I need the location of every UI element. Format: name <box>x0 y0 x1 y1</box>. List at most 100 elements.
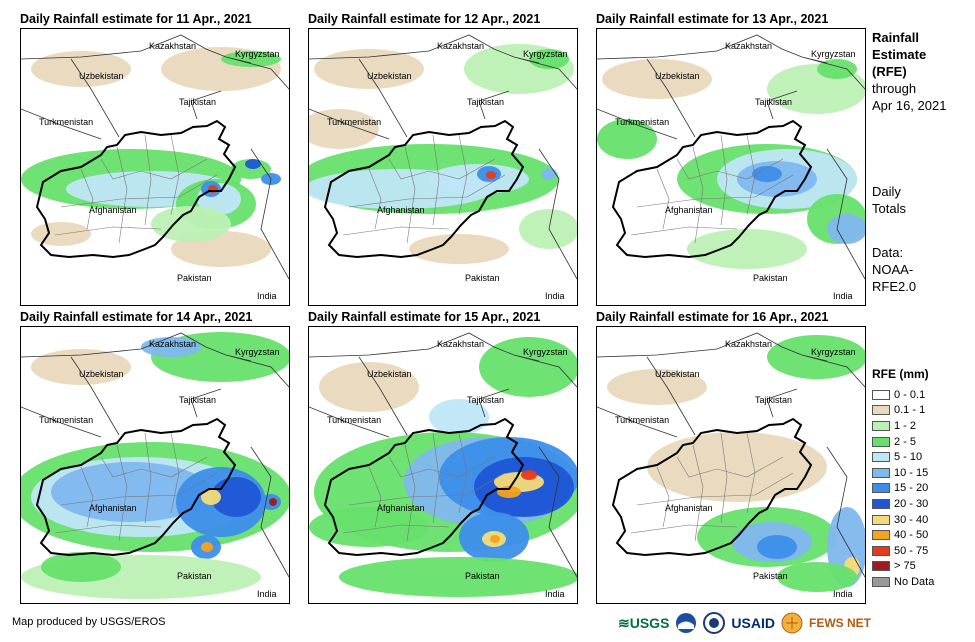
rainfall-field <box>541 168 557 180</box>
map-panel-12apr: Daily Rainfall estimate for 12 Apr., 202… <box>308 10 598 306</box>
legend-label: No Data <box>894 575 935 588</box>
rainfall-field <box>319 362 419 412</box>
place-label-afghanistan: Afghanistan <box>377 205 425 215</box>
legend-item: 0.1 - 1 <box>872 403 934 419</box>
rainfall-field <box>41 552 121 582</box>
country-borders <box>597 332 865 578</box>
place-label-india: India <box>833 291 853 301</box>
country-borders <box>597 34 865 280</box>
legend-item: 0 - 0.1 <box>872 387 934 403</box>
usaid-logo: USAID <box>731 615 775 631</box>
place-label-turkmenistan: Turkmenistan <box>615 415 670 425</box>
place-label-kyrgyzstan: Kyrgyzstan <box>235 49 280 59</box>
totals-note: Daily Totals <box>872 183 906 217</box>
rainfall-field <box>687 229 807 269</box>
map-panel-14apr: Daily Rainfall estimate for 14 Apr., 202… <box>20 308 310 604</box>
rainfall-field <box>429 164 529 194</box>
legend-item: No Data <box>872 574 934 590</box>
legend-swatch <box>872 452 890 463</box>
place-label-india: India <box>545 589 565 599</box>
totals-line: Daily <box>872 184 901 199</box>
panel-title: Daily Rainfall estimate for 15 Apr., 202… <box>308 310 541 324</box>
rainfall-field <box>597 119 657 159</box>
state-dept-seal-icon <box>703 612 726 634</box>
legend-swatch <box>872 514 890 525</box>
place-label-afghanistan: Afghanistan <box>89 503 137 513</box>
map-panel-16apr: Daily Rainfall estimate for 16 Apr., 202… <box>596 308 886 604</box>
rainfall-field <box>31 349 131 385</box>
place-label-tajikistan: Tajikistan <box>755 97 793 107</box>
legend-swatch <box>872 530 890 541</box>
rainfall-field <box>339 557 577 597</box>
rainfall-field <box>309 109 379 149</box>
rainfall-field <box>429 399 489 435</box>
place-label-tajikistan: Tajikistan <box>467 395 505 405</box>
credit-text: Map produced by USGS/EROS <box>12 616 166 628</box>
place-label-uzbekistan: Uzbekistan <box>79 369 124 379</box>
place-label-uzbekistan: Uzbekistan <box>367 369 412 379</box>
place-label-kyrgyzstan: Kyrgyzstan <box>811 49 856 59</box>
legend-item: > 75 <box>872 559 934 575</box>
place-label-pakistan: Pakistan <box>753 273 788 283</box>
country-borders <box>21 34 289 280</box>
legend-label: 1 - 2 <box>894 419 917 432</box>
rainfall-field <box>521 470 537 480</box>
place-label-pakistan: Pakistan <box>177 571 212 581</box>
place-label-pakistan: Pakistan <box>177 273 212 283</box>
legend-swatch <box>872 561 890 572</box>
rainfall-field <box>777 562 857 592</box>
place-label-turkmenistan: Turkmenistan <box>39 415 94 425</box>
place-label-kyrgyzstan: Kyrgyzstan <box>523 49 568 59</box>
map-panel-15apr: Daily Rainfall estimate for 15 Apr., 202… <box>308 308 598 604</box>
place-label-turkmenistan: Turkmenistan <box>327 117 382 127</box>
place-label-uzbekistan: Uzbekistan <box>367 71 412 81</box>
data-source-note: Data: NOAA- RFE2.0 <box>872 244 916 295</box>
afghanistan-border <box>35 119 237 259</box>
rainfall-map: Kazakhstan Kyrgyzstan Uzbekistan Tajikistan… <box>308 326 578 604</box>
place-label-afghanistan: Afghanistan <box>665 503 713 513</box>
country-borders <box>309 34 577 280</box>
panel-title: Daily Rainfall estimate for 16 Apr., 202… <box>596 310 829 324</box>
rainfall-field <box>827 214 865 244</box>
legend-swatch <box>872 483 890 494</box>
place-label-turkmenistan: Turkmenistan <box>39 117 94 127</box>
panel-title: Daily Rainfall estimate for 14 Apr., 202… <box>20 310 253 324</box>
place-label-uzbekistan: Uzbekistan <box>79 71 124 81</box>
place-label-tajikistan: Tajikistan <box>179 97 217 107</box>
place-label-afghanistan: Afghanistan <box>89 205 137 215</box>
rainfall-field <box>757 535 797 559</box>
province-borders <box>54 432 218 542</box>
panel-title: Daily Rainfall estimate for 12 Apr., 202… <box>308 12 541 26</box>
map-canvas <box>309 34 577 280</box>
rainfall-field <box>519 209 577 249</box>
place-label-tajikistan: Tajikistan <box>755 395 793 405</box>
rainfall-map: Kazakhstan Kyrgyzstan Uzbekistan Tajikistan… <box>596 28 866 306</box>
place-label-kazakhstan: Kazakhstan <box>437 41 485 51</box>
source-line: NOAA- <box>872 262 914 277</box>
rainfall-field <box>31 51 131 87</box>
usgs-logo: ≋USGS <box>618 615 669 632</box>
through-label: through <box>872 81 917 96</box>
legend-swatch <box>872 498 890 509</box>
usgs-logo-text: USGS <box>629 614 670 631</box>
place-label-india: India <box>257 291 277 301</box>
legend-label: > 75 <box>894 560 916 573</box>
legend-label: 15 - 20 <box>894 482 929 495</box>
place-label-kazakhstan: Kazakhstan <box>725 339 773 349</box>
rainfall-field <box>647 432 827 502</box>
legend-item: 10 - 15 <box>872 465 934 481</box>
noaa-logo-icon <box>676 613 697 633</box>
map-panel-13apr: Daily Rainfall estimate for 13 Apr., 202… <box>596 10 886 306</box>
map-canvas <box>21 332 289 599</box>
rainfall-map: Kazakhstan Kyrgyzstan Uzbekistan Tajikistan… <box>20 28 290 306</box>
map-panel-11apr: Daily Rainfall estimate for 11 Apr., 202… <box>20 10 310 306</box>
map-canvas <box>21 34 289 280</box>
legend-label: 10 - 15 <box>894 466 929 479</box>
place-label-afghanistan: Afghanistan <box>377 503 425 513</box>
afghanistan-border <box>323 119 525 259</box>
province-borders <box>342 134 506 244</box>
rainfall-field <box>479 337 577 397</box>
map-canvas <box>309 332 577 597</box>
legend-title: RFE (mm) <box>872 367 929 381</box>
place-label-kazakhstan: Kazakhstan <box>149 41 197 51</box>
